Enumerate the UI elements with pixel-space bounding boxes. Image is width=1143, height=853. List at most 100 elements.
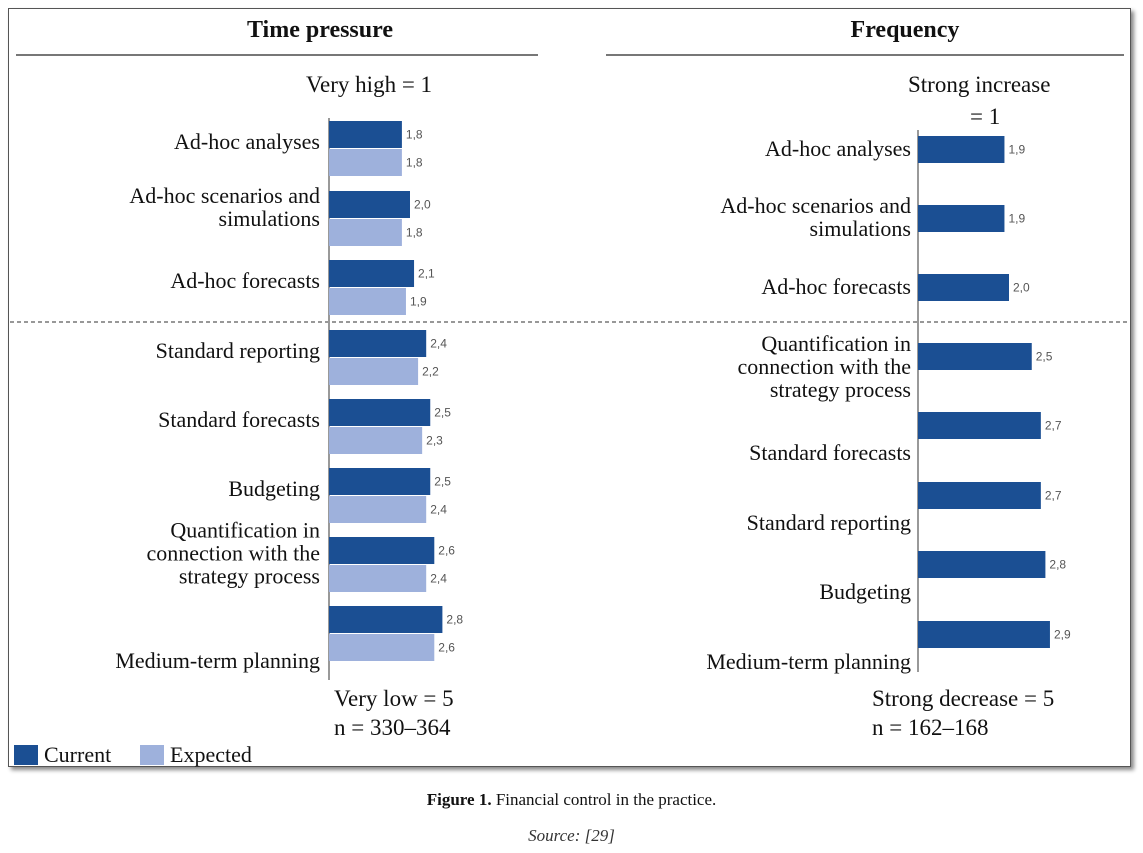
right-category-line: Ad-hoc scenarios and (720, 193, 911, 218)
left-category-line: Budgeting (228, 476, 320, 501)
right-bar-current (918, 136, 1005, 163)
legend-current: Current (14, 742, 111, 768)
left-bar-current (329, 606, 443, 633)
legend-expected: Expected (140, 742, 252, 768)
left-value-label: 2,5 (434, 475, 451, 489)
left-category-label: Budgeting (228, 476, 320, 501)
right-category-label: Budgeting (819, 579, 911, 604)
left-bar-current (329, 537, 435, 564)
right-panel-title: Frequency (850, 17, 960, 43)
right-value-label: 2,9 (1054, 628, 1071, 642)
left-bar-current (329, 191, 410, 218)
left-value-label: 2,3 (426, 434, 443, 448)
right-value-label: 2,7 (1045, 489, 1062, 503)
left-category-label: Standard reporting (156, 338, 320, 363)
left-bar-current (329, 330, 427, 357)
right-category-label: Ad-hoc forecasts (761, 274, 911, 299)
left-value-label: 2,1 (418, 267, 435, 281)
right-bar-current (918, 274, 1009, 301)
right-value-label: 1,9 (1008, 212, 1025, 226)
right-bar-current (918, 205, 1005, 232)
right-bottom-label: Strong decrease = 5 (872, 686, 1055, 711)
right-category-line: Ad-hoc analyses (765, 136, 911, 161)
chart-area: 1,8 1,8 Ad-hoc analyses 2,0 1,8 Ad-hoc scenar… (10, 118, 1128, 680)
left-title-rule (16, 54, 538, 56)
right-category-line: simulations (810, 216, 911, 241)
left-category-line: strategy process (179, 564, 320, 589)
left-category-line: Standard reporting (156, 338, 320, 363)
left-value-label: 2,5 (434, 406, 451, 420)
left-bar-expected (329, 427, 423, 454)
left-bar-current (329, 260, 415, 287)
right-category-label: Ad-hoc scenarios and simulations (720, 193, 911, 241)
right-top-label-2: = 1 (970, 104, 1001, 129)
right-category-label: Ad-hoc analyses (765, 136, 911, 161)
left-panel-title: Time pressure (246, 17, 393, 43)
legend-current-swatch (14, 745, 38, 765)
left-category-line: simulations (219, 206, 320, 231)
right-bar-current (918, 482, 1041, 509)
right-category-line: Standard forecasts (749, 440, 911, 465)
right-n-label: n = 162–168 (872, 715, 989, 740)
left-category-line: Ad-hoc analyses (174, 129, 320, 154)
left-bottom-label: Very low = 5 (334, 686, 454, 711)
right-bar-current (918, 412, 1041, 439)
right-category-line: Quantification in (761, 331, 911, 356)
right-category-line: Budgeting (819, 579, 911, 604)
left-value-label: 1,9 (410, 295, 427, 309)
left-category-line: Medium-term planning (115, 648, 320, 673)
left-category-label: Ad-hoc analyses (174, 129, 320, 154)
figure-source: Source: [29] (528, 826, 615, 845)
right-category-line: Standard reporting (747, 510, 911, 535)
right-bar-current (918, 343, 1032, 370)
right-value-label: 2,7 (1045, 419, 1062, 433)
right-title-rule (606, 54, 1124, 56)
left-category-line: Quantification in (170, 518, 320, 543)
left-value-label: 1,8 (406, 226, 423, 240)
left-value-label: 2,8 (446, 613, 463, 627)
left-value-label: 2,4 (430, 503, 447, 517)
left-category-label: Quantification in connection with the stra… (146, 518, 320, 589)
left-bar-current (329, 468, 431, 495)
left-bar-expected (329, 149, 402, 176)
left-bar-expected (329, 358, 419, 385)
left-category-label: Ad-hoc scenarios and simulations (129, 183, 320, 231)
right-value-label: 1,9 (1008, 143, 1025, 157)
legend-expected-swatch (140, 745, 164, 765)
right-value-label: 2,0 (1013, 281, 1030, 295)
right-bar-current (918, 621, 1050, 648)
left-bar-expected (329, 219, 402, 246)
left-value-label: 2,6 (438, 641, 455, 655)
left-value-label: 2,4 (430, 337, 447, 351)
caption-prefix: Figure 1. (426, 790, 492, 809)
right-category-line: connection with the (737, 354, 911, 379)
figure-caption: Figure 1. Financial control in the pract… (0, 790, 1143, 810)
left-bar-current (329, 399, 431, 426)
right-category-label: Standard forecasts (749, 440, 911, 465)
left-bar-current (329, 121, 402, 148)
left-category-label: Ad-hoc forecasts (170, 268, 320, 293)
right-bar-current (918, 551, 1046, 578)
left-value-label: 2,4 (430, 572, 447, 586)
left-n-label: n = 330–364 (334, 715, 451, 740)
right-category-line: strategy process (770, 377, 911, 402)
left-category-line: Ad-hoc scenarios and (129, 183, 320, 208)
legend-expected-label: Expected (170, 742, 252, 767)
right-top-label-1: Strong increase (908, 72, 1051, 97)
left-value-label: 2,0 (414, 198, 431, 212)
left-category-label: Medium-term planning (115, 648, 320, 673)
left-category-label: Standard forecasts (158, 407, 320, 432)
right-category-line: Ad-hoc forecasts (761, 274, 911, 299)
right-category-label: Quantification in connection with the stra… (737, 331, 911, 402)
left-value-label: 1,8 (406, 128, 423, 142)
left-bar-expected (329, 496, 427, 523)
left-bar-expected (329, 288, 406, 315)
left-value-label: 1,8 (406, 156, 423, 170)
left-bar-expected (329, 634, 435, 661)
legend-current-label: Current (44, 742, 112, 767)
left-category-line: Ad-hoc forecasts (170, 268, 320, 293)
right-category-label: Standard reporting (747, 510, 911, 535)
right-value-label: 2,8 (1049, 558, 1066, 572)
caption-text: Financial control in the practice. (491, 790, 717, 809)
left-category-line: Standard forecasts (158, 407, 320, 432)
